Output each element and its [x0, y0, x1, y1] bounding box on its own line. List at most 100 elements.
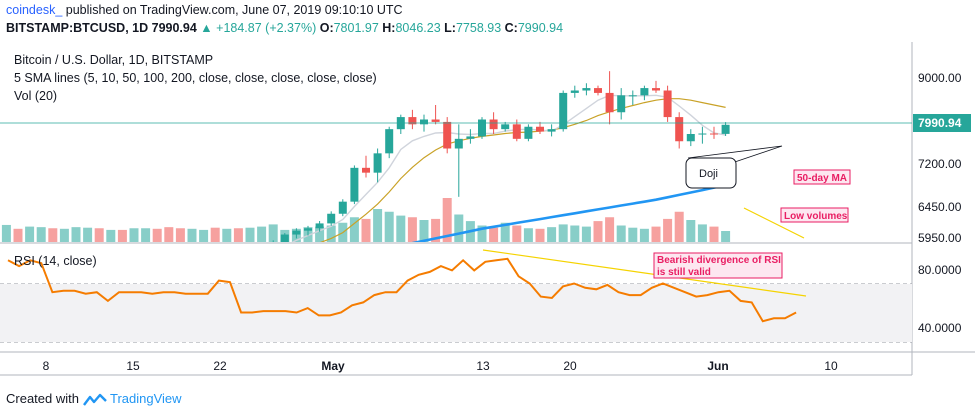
volume-bar — [83, 227, 93, 242]
volume-bar — [257, 226, 267, 242]
candle — [408, 109, 417, 130]
volume-bar — [59, 228, 69, 242]
x-tick-label: 10 — [824, 359, 838, 373]
current-price-label: 7990.94 — [918, 116, 962, 130]
candle — [431, 105, 440, 125]
candle — [223, 255, 231, 268]
volume-bar — [361, 218, 371, 242]
candle — [443, 117, 452, 154]
volume-bar — [384, 211, 394, 242]
candle — [547, 124, 556, 137]
legend-rsi: RSI (14, close) — [14, 254, 97, 268]
price-tick-5950: 5950.00 — [918, 231, 962, 245]
x-tick-label: 8 — [43, 359, 50, 373]
volume-bar — [326, 225, 336, 242]
publish-info: coindesk_ published on TradingView.com, … — [6, 3, 403, 17]
tradingview-brand[interactable]: TradingView — [110, 391, 182, 406]
volume-bar — [616, 225, 626, 242]
volume-bar — [558, 224, 568, 242]
volume-bar — [581, 226, 591, 242]
candle — [350, 165, 359, 205]
high-label: H: — [382, 21, 396, 35]
candle — [710, 126, 718, 139]
candle — [652, 80, 660, 93]
volume-bar — [315, 226, 325, 242]
volume-bar — [1, 224, 11, 242]
sma-fast-line — [291, 94, 726, 242]
candle — [176, 260, 184, 270]
divergence-label-2: is still valid — [657, 267, 711, 278]
volume-bar — [431, 218, 441, 242]
footer: Created with TradingView — [6, 391, 182, 407]
candle — [454, 124, 463, 197]
volume-bar — [500, 222, 510, 242]
volume-bar — [48, 228, 58, 242]
volume-bar — [489, 227, 499, 242]
candle — [617, 88, 626, 120]
ma50-tag — [793, 169, 851, 185]
sma-mid-line — [320, 98, 726, 242]
volume-bar — [373, 209, 383, 242]
volume-bar — [593, 221, 603, 242]
volume-bar — [164, 227, 174, 242]
candle — [258, 245, 266, 255]
volume-bar — [349, 217, 359, 242]
volume-bar — [129, 228, 139, 242]
volume-bar — [141, 228, 151, 242]
low-volumes-label: Low volumes — [784, 211, 848, 222]
price-tick-7200: 7200.00 — [918, 157, 962, 171]
close-value: 7990.94 — [517, 21, 564, 35]
volume-bar — [442, 198, 452, 242]
volume-bar — [13, 228, 23, 242]
candle — [338, 199, 347, 217]
volume-bar — [210, 227, 220, 242]
high-value: 8046.23 — [395, 21, 441, 35]
volume-bar — [663, 218, 673, 242]
candle — [107, 254, 115, 262]
volume-bar — [94, 228, 104, 242]
candle — [721, 122, 730, 136]
price-chart[interactable]: 7990.94 9000.00 7200.00 6450.00 5950.00 … — [0, 42, 975, 417]
volume-bar — [71, 227, 81, 242]
volume-bar — [674, 211, 684, 242]
x-tick-label: 20 — [563, 359, 577, 373]
open-label: O: — [319, 21, 334, 35]
volume-bar — [222, 228, 232, 242]
divergence-label-1: Bearish divergence of RSI — [657, 255, 781, 266]
volume-bar — [407, 217, 417, 242]
volume-bar — [25, 226, 35, 242]
volume-bar — [175, 228, 185, 242]
price-tick-9000: 9000.00 — [918, 71, 962, 85]
volume-bar — [245, 227, 255, 242]
candle — [200, 261, 208, 266]
published-text: published on TradingView.com, June 07, 2… — [65, 3, 403, 17]
low-value: 7758.93 — [455, 21, 502, 35]
candle — [582, 83, 591, 96]
doji-label: Doji — [699, 168, 718, 180]
candle — [272, 240, 274, 242]
volume-bar — [233, 228, 243, 242]
price-tick-6450: 6450.00 — [918, 200, 962, 214]
legend-title: Bitcoin / U.S. Dollar, 1D, BITSTAMP — [14, 53, 213, 67]
author-link[interactable]: coindesk_ — [6, 3, 63, 17]
ohlc-header: BITSTAMP:BTCUSD, 1D 7990.94 ▲ +184.87 (+… — [6, 21, 563, 35]
tradingview-logo-icon — [82, 393, 107, 406]
candle — [315, 221, 324, 232]
volume-bar — [605, 217, 615, 242]
candle — [188, 262, 196, 268]
volume-bar — [477, 225, 487, 242]
candle — [536, 121, 544, 134]
candle — [292, 228, 301, 239]
volume-bar — [187, 228, 197, 242]
rsi-line — [7, 257, 797, 323]
volume-bar — [547, 227, 557, 242]
volume-bar — [686, 220, 696, 242]
candle — [663, 85, 672, 122]
candle — [594, 85, 602, 96]
volume-bar — [36, 227, 46, 242]
change-up-icon: ▲ — [200, 21, 213, 35]
candle — [234, 253, 242, 259]
volume-bar — [454, 214, 464, 242]
candle — [628, 90, 637, 105]
change-value: +184.87 (+2.37%) — [216, 21, 317, 35]
